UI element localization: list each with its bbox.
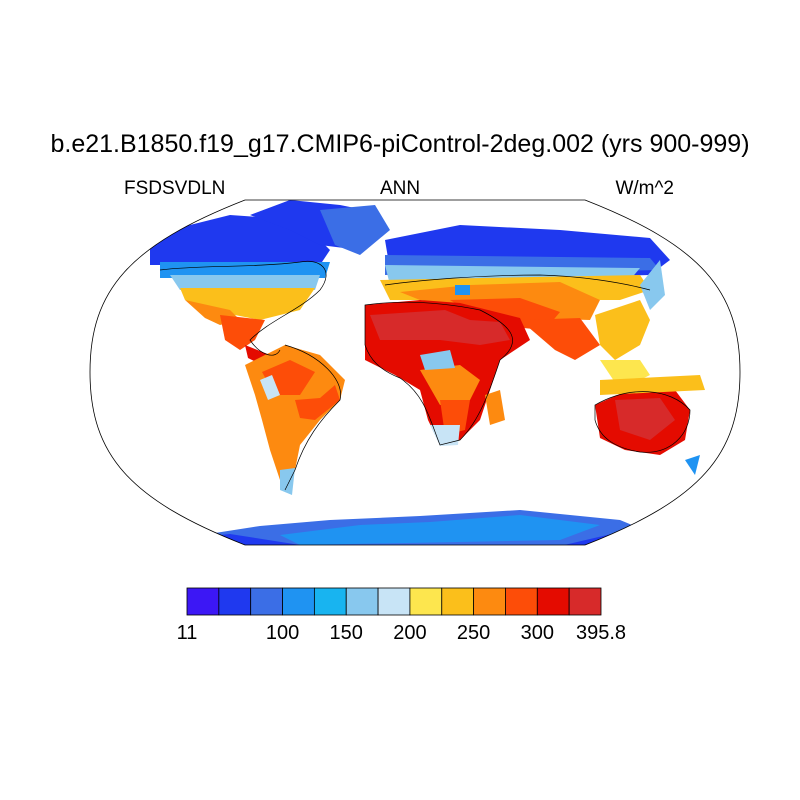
colorbar-swatch: [345, 587, 379, 616]
coastlines: [159, 260, 691, 491]
colorbar-swatch: [313, 587, 347, 616]
north-america: [150, 200, 375, 365]
units-label: W/m^2: [615, 178, 674, 199]
colorbar-swatch: [409, 587, 443, 616]
colorbar-swatch: [250, 587, 283, 616]
map-border: [89, 199, 741, 546]
colorbar-swatch: [282, 587, 315, 616]
colorbar-tick-label: 250: [456, 622, 491, 644]
eurasia: [380, 225, 670, 390]
colorbar-tick-label: 150: [329, 622, 363, 644]
colorbar-swatch: [473, 587, 506, 616]
africa: [365, 300, 530, 446]
land-fill: [150, 200, 705, 545]
colorbar-swatch: [568, 587, 602, 616]
colorbar-swatch: [536, 587, 570, 616]
colorbar-tick-label: 200: [393, 622, 427, 644]
south-america: [245, 345, 345, 495]
variable-name: FSDSVDLN: [124, 178, 226, 199]
colorbar: [186, 587, 602, 616]
colorbar-swatch: [377, 587, 411, 616]
australia: [595, 375, 705, 475]
colorbar-tick-label: 395.8: [575, 622, 627, 644]
plot-title: b.e21.B1850.f19_g17.CMIP6-piControl-2deg…: [50, 130, 750, 158]
colorbar-swatch: [218, 587, 252, 616]
colorbar-swatch: [186, 587, 220, 616]
greenland: [320, 205, 390, 255]
antarctica: [170, 510, 680, 545]
colorbar-swatch: [505, 587, 538, 616]
colorbar-swatch: [441, 587, 475, 616]
season-label: ANN: [379, 178, 421, 199]
colorbar-tick-label: 100: [265, 622, 300, 644]
colorbar-tick-label: 300: [520, 622, 554, 644]
colorbar-tick-label: 11: [176, 622, 198, 644]
